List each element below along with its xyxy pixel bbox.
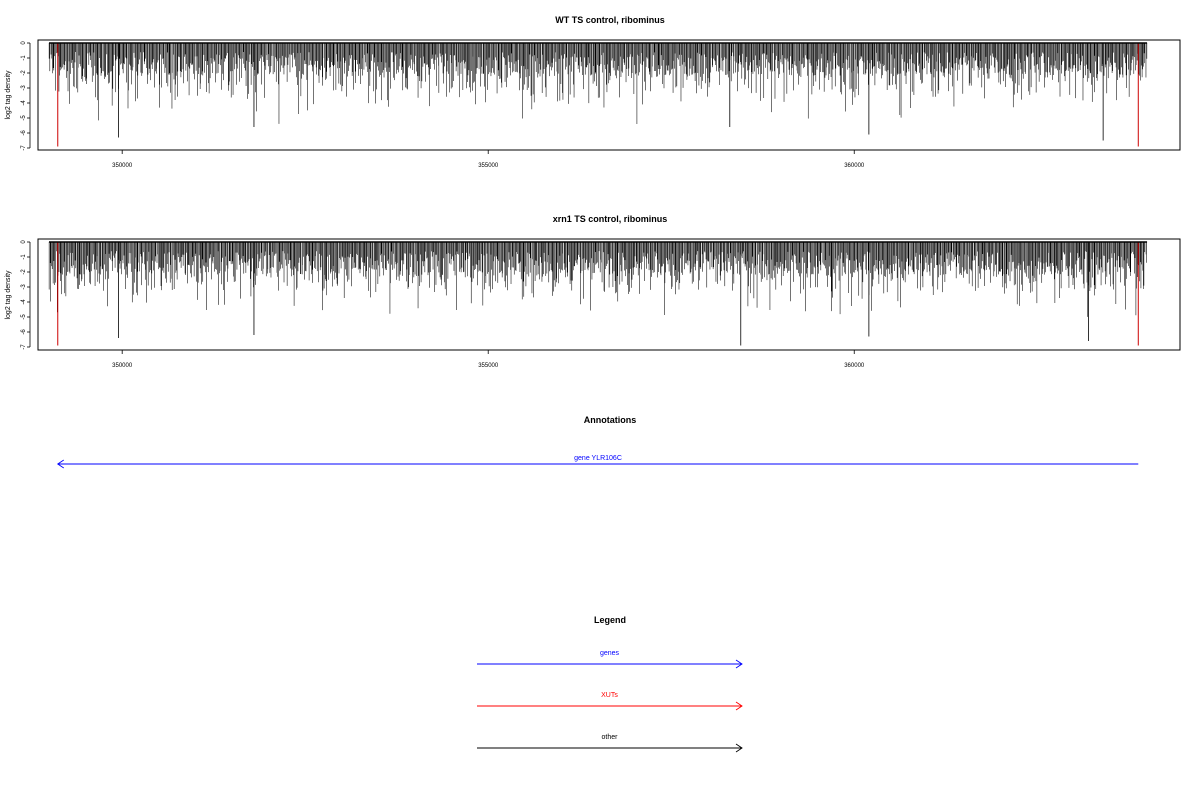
legend-arrow-head bbox=[735, 701, 743, 711]
legend-label: XUTs bbox=[601, 692, 618, 699]
x-tick-label: 355000 bbox=[478, 163, 499, 169]
bar-series bbox=[48, 242, 1147, 346]
y-tick-label: 0 bbox=[21, 41, 27, 45]
legend-arrow-head bbox=[735, 743, 743, 753]
x-tick-label: 360000 bbox=[844, 163, 865, 169]
x-tick-label: 355000 bbox=[478, 363, 499, 369]
x-axis: 350000 355000 360000 bbox=[112, 350, 865, 369]
panel-xrn1: xrn1 TS control, ribominus 0 -1 -2 -3 -4 -5 -6… bbox=[5, 214, 1181, 369]
gene-arrow-head bbox=[56, 459, 65, 469]
x-tick-label: 360000 bbox=[844, 363, 865, 369]
y-tick-label: -7 bbox=[21, 344, 27, 350]
gene-label: gene YLR106C bbox=[574, 455, 622, 462]
y-tick-label: -2 bbox=[21, 269, 27, 275]
plot-frame bbox=[37, 238, 1181, 351]
legend-title: Legend bbox=[594, 615, 626, 625]
legend-arrow-head bbox=[735, 659, 743, 669]
legend-label: other bbox=[602, 734, 619, 741]
y-tick-label: -2 bbox=[21, 70, 27, 76]
panel-title: xrn1 TS control, ribominus bbox=[553, 214, 668, 224]
x-tick-label: 350000 bbox=[112, 363, 133, 369]
y-axis-label: log2 tag density bbox=[5, 270, 12, 320]
y-tick-label: -1 bbox=[21, 55, 27, 61]
legend: Legend genes XUTs other bbox=[477, 615, 743, 753]
y-tick-label: 0 bbox=[21, 240, 27, 244]
y-axis: 0 -1 -2 -3 -4 -5 -6 -7 bbox=[21, 41, 31, 151]
annotations-title: Annotations bbox=[584, 415, 637, 425]
panel-title: WT TS control, ribominus bbox=[555, 15, 665, 25]
bar-series bbox=[48, 43, 1148, 147]
plot-frame bbox=[37, 39, 1181, 151]
panel-wt: WT TS control, ribominus 0 -1 -2 -3 -4 -5 -6 -7… bbox=[5, 15, 1181, 169]
gene-arrows: gene YLR106C bbox=[56, 455, 1139, 469]
legend-label: genes bbox=[600, 650, 620, 657]
y-tick-label: -5 bbox=[21, 314, 27, 320]
x-tick-label: 350000 bbox=[112, 163, 133, 169]
y-tick-label: -5 bbox=[21, 115, 27, 121]
y-tick-label: -4 bbox=[21, 100, 27, 106]
y-tick-label: -3 bbox=[21, 284, 27, 290]
y-axis-label: log2 tag density bbox=[5, 70, 12, 120]
y-tick-label: -4 bbox=[21, 299, 27, 305]
y-tick-label: -3 bbox=[21, 85, 27, 91]
y-axis: 0 -1 -2 -3 -4 -5 -6 -7 bbox=[21, 240, 31, 350]
y-tick-label: -7 bbox=[21, 145, 27, 151]
legend-items: genes XUTs other bbox=[477, 650, 743, 753]
annotations-track: Annotations gene YLR106C bbox=[56, 415, 1139, 469]
x-axis: 350000 355000 360000 bbox=[112, 150, 865, 169]
y-tick-label: -6 bbox=[21, 329, 27, 335]
y-tick-label: -6 bbox=[21, 130, 27, 136]
y-tick-label: -1 bbox=[21, 254, 27, 260]
